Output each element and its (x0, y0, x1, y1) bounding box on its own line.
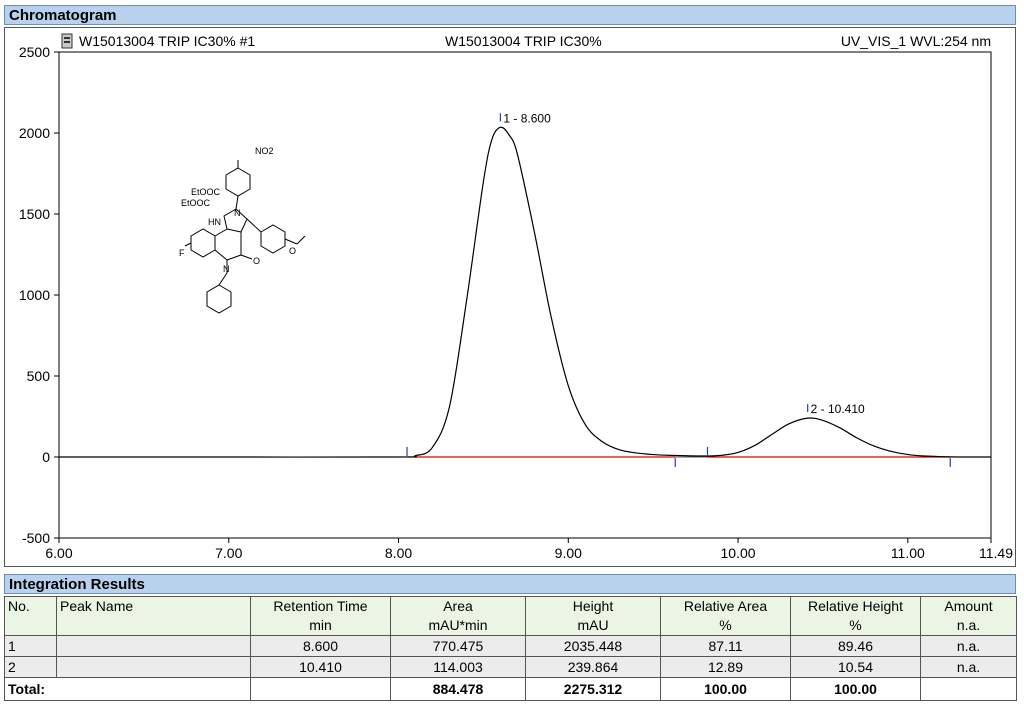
column-header-height: Height mAU (525, 596, 661, 636)
column-header-relative-height: Relative Height% (790, 596, 921, 636)
chromatogram-header: Chromatogram (4, 5, 1016, 25)
svg-text:F: F (179, 248, 185, 258)
x-tick-label: 9.00 (555, 545, 582, 561)
total-height: 2275.312 (525, 677, 661, 701)
x-tick-label: 10.00 (721, 545, 756, 561)
cell-retention-time: 8.600 (250, 635, 391, 657)
table-row: 2 10.410 114.003 239.864 12.89 10.54 n.a… (4, 656, 1017, 678)
cell-height: 239.864 (525, 656, 661, 678)
table-total-row: Total: 884.478 2275.312 100.00 100.00 (4, 677, 1017, 701)
column-header-retention-time: Retention Time min (250, 596, 391, 636)
cell-height: 2035.448 (525, 635, 661, 657)
cell-area: 114.003 (390, 656, 526, 678)
total-retention-time (250, 677, 391, 701)
chromatogram-trace (58, 126, 992, 458)
svg-text:HN: HN (208, 217, 221, 227)
cell-relative-area: 87.11 (660, 635, 791, 657)
total-label: Total: (4, 677, 251, 701)
cell-relative-height: 89.46 (790, 635, 921, 657)
column-header-area: Area mAU*min (390, 596, 526, 636)
peak-markers: 1 - 8.600 2 - 10.410 (406, 111, 951, 467)
cell-amount: n.a. (920, 635, 1017, 657)
svg-text:NO2: NO2 (255, 146, 274, 156)
cell-area: 770.475 (390, 635, 526, 657)
column-header-amount: Amount n.a. (920, 596, 1017, 636)
total-area: 884.478 (390, 677, 526, 701)
trace (58, 126, 992, 458)
svg-text:EtOOC: EtOOC (191, 187, 221, 197)
title-center: W15013004 TRIP IC30% (445, 33, 602, 49)
column-header-peak-name: Peak Name (56, 596, 251, 636)
y-tick-label: 1500 (19, 206, 50, 222)
cell-no: 2 (4, 656, 57, 678)
chemical-structure-image (184, 160, 306, 314)
peak-label: 1 - 8.600 (503, 111, 551, 125)
x-tick-label: 11.00 (891, 545, 925, 561)
column-header-relative-area: Relative Area% (660, 596, 791, 636)
y-tick-label: 0 (42, 449, 50, 465)
x-tick-label: 7.00 (215, 545, 242, 561)
chemical-structure-labels: NO2 EtOOC EtOOC HN N F O N O (179, 146, 296, 274)
y-tick-label: 2500 (19, 44, 50, 60)
total-relative-area: 100.00 (660, 677, 791, 701)
total-amount (920, 677, 1017, 701)
peak-label: 2 - 10.410 (811, 402, 865, 416)
svg-text:N: N (223, 264, 230, 274)
svg-text:EtOOC: EtOOC (181, 198, 211, 208)
cell-retention-time: 10.410 (250, 656, 391, 678)
total-relative-height: 100.00 (790, 677, 921, 701)
report-icon[interactable] (61, 33, 73, 49)
cell-amount: n.a. (920, 656, 1017, 678)
cell-no: 1 (4, 635, 57, 657)
svg-text:N: N (234, 208, 241, 218)
x-tick-label: 6.00 (45, 545, 72, 561)
y-tick-label: -500 (22, 530, 50, 546)
integration-results-header: Integration Results (4, 574, 1016, 594)
column-header-no: No. (4, 596, 57, 636)
title-right: UV_VIS_1 WVL:254 nm (841, 33, 991, 49)
x-tick-label: 11.49 (979, 545, 1013, 561)
x-tick-label: 8.00 (385, 545, 412, 561)
cell-relative-area: 12.89 (660, 656, 791, 678)
chromatogram-panel: 1 - 8.600 2 - 10.410 2500 2000 1500 1000 500 0… (4, 27, 1016, 567)
y-tick-label: 1000 (19, 287, 50, 303)
cell-peak-name (56, 635, 251, 657)
title-left: W15013004 TRIP IC30% #1 (79, 33, 255, 49)
table-header-row: No. Peak Name Retention Time min Area mAU*… (4, 596, 1017, 636)
cell-peak-name (56, 656, 251, 678)
chromatogram-chart: 1 - 8.600 2 - 10.410 2500 2000 1500 1000 500 0… (19, 33, 1013, 561)
svg-text:O: O (253, 256, 260, 266)
y-tick-label: 2000 (19, 125, 50, 141)
svg-text:O: O (289, 246, 296, 256)
table-row: 1 8.600 770.475 2035.448 87.11 89.46 n.a… (4, 635, 1017, 657)
cell-relative-height: 10.54 (790, 656, 921, 678)
integration-results-table: No. Peak Name Retention Time min Area mAU*… (4, 596, 1017, 701)
y-tick-label: 500 (27, 368, 51, 384)
